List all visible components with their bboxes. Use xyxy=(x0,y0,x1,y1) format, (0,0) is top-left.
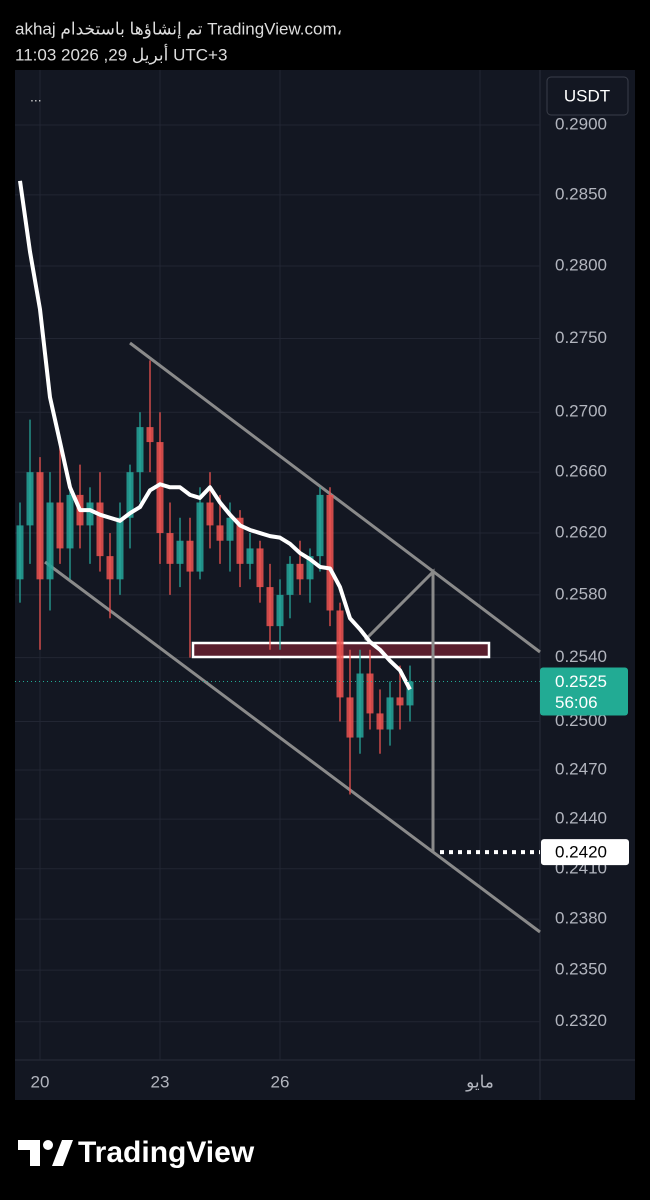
y-tick-label: 0.2750 xyxy=(555,328,607,347)
y-tick-label: 0.2800 xyxy=(555,256,607,275)
y-tick-label: 0.2620 xyxy=(555,523,607,542)
candle-body xyxy=(66,494,74,549)
countdown: 56:06 xyxy=(555,693,598,712)
y-tick-label: 0.2350 xyxy=(555,960,607,979)
candle-body xyxy=(386,697,394,730)
candle-body xyxy=(56,502,64,549)
candle-body xyxy=(266,587,274,627)
moving-average xyxy=(18,180,412,691)
candle-body xyxy=(46,502,54,580)
candle-body xyxy=(296,563,304,580)
candle-body xyxy=(256,548,264,588)
header-line: akhaj تم إنشاؤها باستخدام TradingView.co… xyxy=(15,19,342,39)
candle-body xyxy=(196,502,204,572)
x-tick-label: 20 xyxy=(31,1072,50,1091)
candle-body xyxy=(336,610,344,698)
candle-body xyxy=(96,502,104,557)
candle-body xyxy=(26,472,34,526)
candle-body xyxy=(346,697,354,738)
last-price: 0.2525 xyxy=(555,672,607,691)
y-tick-label: 0.2900 xyxy=(555,115,607,134)
candle-body xyxy=(406,681,414,706)
y-tick-label: 0.2380 xyxy=(555,909,607,928)
channel-line xyxy=(44,560,541,934)
candle-body xyxy=(236,517,244,564)
candle-body xyxy=(326,494,334,611)
candle-body xyxy=(106,556,114,580)
chart-panel xyxy=(15,70,635,1100)
y-tick-label: 0.2850 xyxy=(555,184,607,203)
candle-body xyxy=(316,494,324,557)
currency: USDT xyxy=(564,86,610,105)
y-tick-label: 0.2320 xyxy=(555,1011,607,1030)
last-price-badge xyxy=(540,667,628,716)
candle-body xyxy=(246,548,254,564)
projection-line xyxy=(363,568,435,853)
channel-line xyxy=(129,341,541,654)
y-tick-label: 0.2660 xyxy=(555,462,607,481)
currency-badge[interactable] xyxy=(546,76,629,116)
target-badge xyxy=(541,839,629,866)
brand-logo xyxy=(18,1140,73,1166)
candle-body xyxy=(166,533,174,564)
x-tick-label: 23 xyxy=(151,1072,170,1091)
y-tick-label: 0.2440 xyxy=(555,809,607,828)
candle-body xyxy=(136,427,144,473)
candle-body xyxy=(16,525,24,580)
candle-body xyxy=(216,525,224,541)
candle-body xyxy=(276,594,284,627)
candle-body xyxy=(396,697,404,706)
candle-body xyxy=(36,472,44,580)
header-line: 11:03 2026 ,29 أبريل UTC+3 xyxy=(15,43,227,65)
brand: TradingView xyxy=(78,1136,255,1169)
x-tick-label: مايو xyxy=(465,1072,494,1092)
candle-body xyxy=(306,556,314,580)
y-tick-label: 0.2470 xyxy=(555,759,607,778)
y-tick-label: 0.2580 xyxy=(555,584,607,603)
candle-body xyxy=(376,713,384,730)
candle-body xyxy=(146,427,154,443)
candle-body xyxy=(116,517,124,580)
x-tick-label: 26 xyxy=(271,1072,290,1091)
target-label: 0.2420 xyxy=(555,843,607,862)
y-tick-label: 0.2700 xyxy=(555,402,607,421)
candle-body xyxy=(156,442,164,534)
y-tick-label: 0.2540 xyxy=(555,647,607,666)
candle-body xyxy=(366,673,374,714)
candle-body xyxy=(126,472,134,518)
candle-body xyxy=(206,502,214,526)
candle-body xyxy=(226,517,234,541)
candle-body xyxy=(286,563,294,595)
candle-body xyxy=(86,502,94,526)
candle-body xyxy=(176,540,184,564)
menu[interactable]: ... xyxy=(30,89,42,105)
y-tick-label: 0.2500 xyxy=(555,711,607,730)
candle-body xyxy=(186,540,194,572)
candle-body xyxy=(356,673,364,738)
